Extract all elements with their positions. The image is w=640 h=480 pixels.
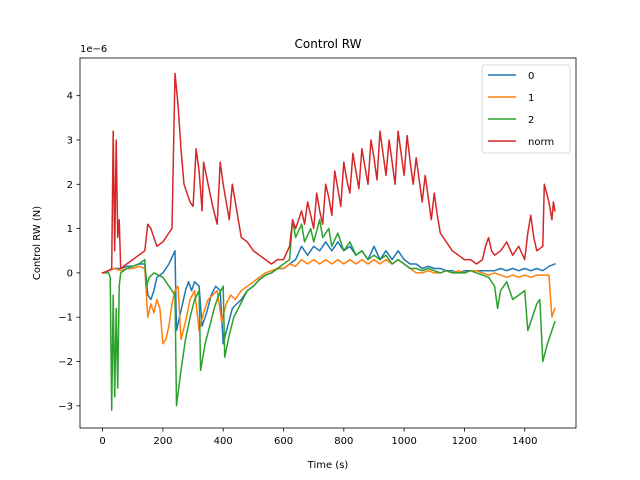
- legend-box: [481, 64, 571, 154]
- x-tick-label: 1400: [512, 436, 537, 447]
- plot-area-frame: [79, 57, 577, 429]
- y-tick-label: −1: [58, 313, 73, 324]
- legend-label-1: 1: [528, 93, 534, 104]
- y-tick-label: 2: [67, 180, 73, 191]
- legend-label-norm: norm: [528, 137, 554, 148]
- y-tick-label: 0: [67, 268, 73, 279]
- series-line-norm: [101, 72, 556, 274]
- legend-label-2: 2: [528, 115, 534, 126]
- series-line-2: [101, 218, 556, 412]
- y-tick-label: 1: [67, 224, 73, 235]
- y-tick-label: 4: [67, 91, 73, 102]
- y-axis-ticks: −3 −2 −1 0 1 2 3 4: [58, 91, 80, 412]
- x-tick-label: 400: [214, 436, 233, 447]
- series-line-1: [101, 258, 556, 345]
- legend: 0 1 2 norm: [481, 64, 571, 154]
- chart-title: Control RW: [295, 37, 362, 51]
- x-tick-label: 1200: [452, 436, 477, 447]
- x-tick-label: 1000: [391, 436, 416, 447]
- y-axis-offset-label: 1e−6: [80, 44, 107, 55]
- x-tick-label: 800: [334, 436, 353, 447]
- y-axis-title: Control RW (N): [32, 206, 43, 280]
- y-tick-label: −2: [58, 357, 73, 368]
- x-axis-ticks: 0 200 400 600 800 1000 1200 1400: [99, 428, 537, 447]
- x-tick-label: 0: [99, 436, 105, 447]
- legend-label-0: 0: [528, 71, 534, 82]
- x-tick-label: 200: [153, 436, 172, 447]
- x-tick-label: 600: [274, 436, 293, 447]
- y-tick-label: −3: [58, 401, 73, 412]
- x-axis-title: Time (s): [307, 460, 349, 471]
- series-lines: [101, 72, 556, 412]
- y-tick-label: 3: [67, 135, 73, 146]
